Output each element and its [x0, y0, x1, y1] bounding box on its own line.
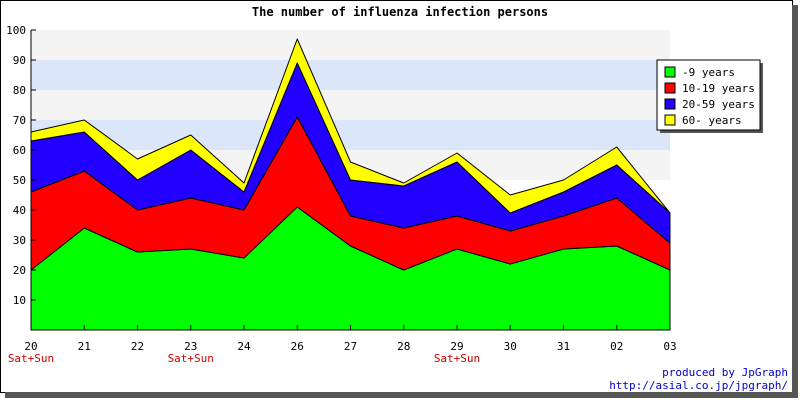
credit-line-1: produced by JpGraph	[662, 366, 788, 379]
x-tick-label: 26	[291, 340, 304, 353]
x-tick-label: 02	[610, 340, 623, 353]
y-tick-label: 60	[13, 144, 26, 157]
x-tick-label: 20	[24, 340, 37, 353]
x-weekend-label: Sat+Sun	[434, 352, 480, 365]
x-tick-label: 29	[450, 340, 463, 353]
background-band	[31, 90, 670, 120]
x-tick-label: 31	[557, 340, 570, 353]
background-band	[31, 30, 670, 60]
legend-swatch-10-19-years	[664, 82, 676, 94]
x-weekend-label: Sat+Sun	[168, 352, 214, 365]
y-tick-label: 30	[13, 234, 26, 247]
legend-label-20-59-years: 20-59 years	[682, 98, 755, 111]
legend-swatch-60-years	[664, 114, 676, 126]
x-tick-label: 03	[663, 340, 676, 353]
y-tick-label: 70	[13, 114, 26, 127]
x-tick-label: 27	[344, 340, 357, 353]
credit-link[interactable]: http://asial.co.jp/jpgraph/	[609, 379, 788, 392]
legend-label-9-years: -9 years	[682, 66, 735, 79]
area-series-60-years	[30, 38, 671, 214]
x-tick-label: 24	[237, 340, 251, 353]
x-tick-label: 22	[131, 340, 144, 353]
axes	[30, 29, 671, 331]
chart-title: The number of influenza infection person…	[252, 5, 548, 19]
y-tick-label: 40	[13, 204, 26, 217]
legend-swatch-9-years	[664, 66, 676, 78]
y-tick-label: 20	[13, 264, 26, 277]
frame-shadow-bottom	[5, 392, 798, 398]
x-weekend-label: Sat+Sun	[8, 352, 54, 365]
legend-label-60-years: 60- years	[682, 114, 742, 127]
y-tick-label: 10	[13, 294, 26, 307]
x-tick-label: 23	[184, 340, 197, 353]
x-tick-label: 28	[397, 340, 410, 353]
x-tick-label: 30	[504, 340, 517, 353]
y-tick-label: 80	[13, 84, 26, 97]
y-tick-labels: 10 20 30 40 50 60 70 80 90 100	[6, 24, 26, 307]
legend-label-10-19-years: 10-19 years	[682, 82, 755, 95]
background-band	[31, 60, 670, 90]
legend-swatch-20-59-years	[664, 98, 676, 110]
background-band	[31, 120, 670, 150]
frame-shadow-right	[792, 5, 798, 396]
x-tick-label: 21	[78, 340, 91, 353]
y-tick-label: 50	[13, 174, 26, 187]
legend: -9 years 10-19 years 20-59 years 60- years	[656, 59, 763, 133]
y-tick-label: 90	[13, 54, 26, 67]
y-tick-label: 100	[6, 24, 26, 37]
stacked-areas	[30, 38, 671, 331]
